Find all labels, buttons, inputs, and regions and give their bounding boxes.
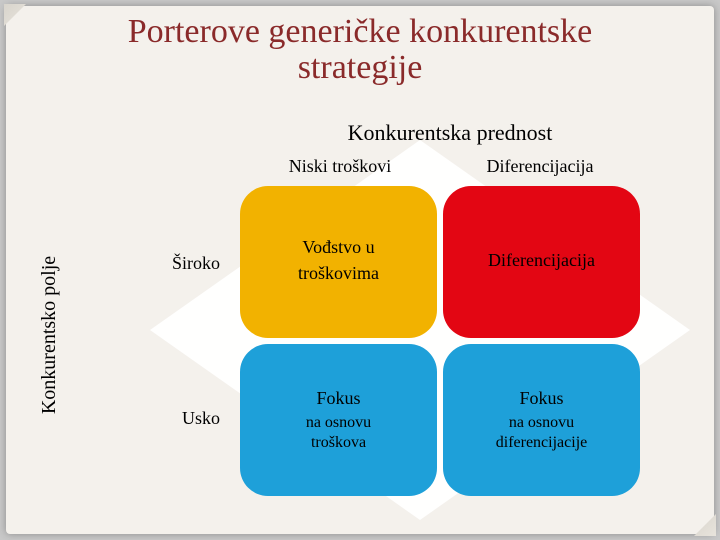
title-line-1: Porterove generičke konkurentske [128,13,593,50]
cell-cost-leadership: Vođstvo u troškovima [240,186,437,338]
cell-text: Fokus [316,387,360,410]
strategy-grid: Vođstvo u troškovima Diferencijacija Fok… [240,186,640,496]
cell-text: Diferencijacija [488,249,595,272]
cell-cost-focus: Fokus na osnovu troškova [240,344,437,496]
column-headers: Niski troškovi Diferencijacija [240,156,640,177]
page-title: Porterove generičke konkurentske strateg… [0,14,720,85]
cell-text: Vođstvo u [302,236,374,259]
title-line-2: strategije [298,49,423,86]
col-header-low-cost: Niski troškovi [240,156,440,177]
cell-text: troškova [311,433,366,453]
cell-differentiation: Diferencijacija [443,186,640,338]
row-labels: Široko Usko [120,186,230,496]
cell-text: diferencijacije [496,433,588,453]
axis-label-top: Konkurentska prednost [240,120,660,146]
cell-text: na osnovu [306,413,371,433]
axis-label-left: Konkurentsko polje [38,200,61,470]
cell-text: troškovima [298,262,379,285]
cell-text: na osnovu [509,413,574,433]
cell-differentiation-focus: Fokus na osnovu diferencijacije [443,344,640,496]
col-header-differentiation: Diferencijacija [440,156,640,177]
cell-text: Fokus [519,387,563,410]
row-label-broad: Široko [120,186,230,341]
row-label-narrow: Usko [120,341,230,496]
